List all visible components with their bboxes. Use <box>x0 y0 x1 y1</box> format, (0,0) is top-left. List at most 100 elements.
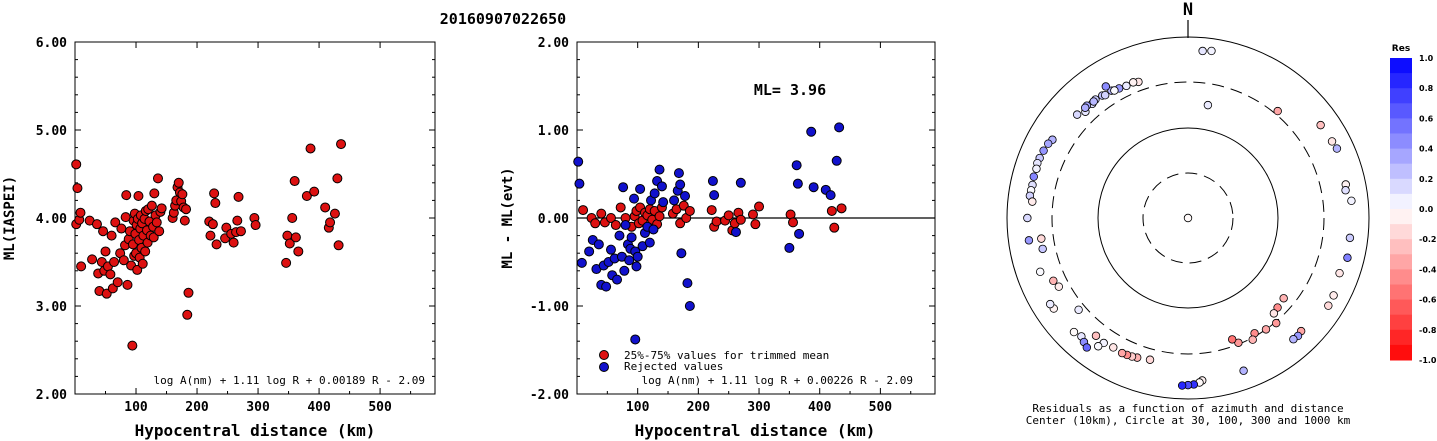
residual-point <box>1082 343 1092 352</box>
ml-point <box>233 191 244 202</box>
ml-point <box>301 191 312 201</box>
rejected-point <box>794 228 805 239</box>
circle-300km <box>1051 81 1325 355</box>
ml-point <box>177 189 188 200</box>
trimmed-point <box>826 205 837 216</box>
ml-point <box>250 220 261 231</box>
rejected-point <box>682 278 693 289</box>
rejected-point <box>624 255 635 266</box>
trimmed-point <box>684 205 695 216</box>
rejected-point <box>808 182 819 193</box>
rejected-point <box>676 248 687 259</box>
ml-point <box>179 215 190 226</box>
residual-point <box>1347 196 1356 206</box>
colorbar-swatch <box>1390 193 1412 210</box>
panel-residual-vs-distance: 100 200 300 400 500 -2.00 -1.00 0.00 1.00 2.00 ML… <box>500 36 936 440</box>
colorbar-swatch <box>1390 103 1412 119</box>
left-xtick-label: 500 <box>368 400 392 415</box>
ml-value-label: ML= 3.96 <box>754 81 826 99</box>
rejected-point <box>648 224 659 235</box>
trimmed-point <box>590 218 601 229</box>
rejected-point <box>593 239 604 250</box>
middle-xtick-label: 400 <box>808 400 832 415</box>
middle-ytick-label: 1.00 <box>538 124 569 139</box>
residual-point <box>1045 299 1055 309</box>
colorbar-swatch <box>1390 284 1412 301</box>
rejected-point <box>656 181 667 192</box>
colorbar-swatch <box>1390 224 1412 240</box>
rejected-point <box>573 156 584 167</box>
ml-point <box>152 173 163 184</box>
ml-point <box>336 139 347 150</box>
circle-30km <box>1142 172 1234 264</box>
rejected-point <box>675 179 686 190</box>
rejected-point <box>618 182 629 193</box>
residual-point <box>1072 110 1082 119</box>
ml-point <box>76 261 87 272</box>
residual-point <box>1023 213 1032 223</box>
residual-point <box>1207 46 1216 56</box>
left-ytick-label: 5.00 <box>36 124 67 139</box>
left-ytick-label: 2.00 <box>36 388 67 403</box>
panel-azimuth-residuals: N Residuals as a function of azimuth and… <box>1006 0 1370 427</box>
rejected-point <box>792 178 803 189</box>
ml-point <box>140 246 151 257</box>
middle-ytick-label: -2.00 <box>530 388 569 403</box>
rejected-point <box>629 193 640 204</box>
ml-point <box>71 159 82 170</box>
ml-point <box>284 238 295 249</box>
residual-point <box>1069 327 1079 337</box>
colorbar-title: Res <box>1392 44 1410 54</box>
rejected-point <box>630 334 641 345</box>
residual-point <box>1198 46 1207 56</box>
ml-point <box>228 237 239 248</box>
colorbar-swatch <box>1390 73 1412 89</box>
left-xtick-label: 400 <box>307 400 331 415</box>
trimmed-point <box>735 214 746 225</box>
ml-point <box>305 143 316 154</box>
rejected-point <box>635 183 646 194</box>
colorbar-swatch <box>1390 118 1412 134</box>
residual-point <box>1122 81 1131 91</box>
residual-point <box>1329 291 1338 300</box>
residual-point <box>1345 233 1355 243</box>
residual-point <box>1343 253 1352 262</box>
ml-point <box>205 230 216 241</box>
ml-point <box>146 200 157 211</box>
ml-point <box>127 340 138 351</box>
colorbar-swatches <box>1390 58 1412 361</box>
rejected-point <box>620 220 631 231</box>
figure-title: 20160907022650 <box>440 10 566 28</box>
rejected-point <box>605 244 616 255</box>
trimmed-point <box>754 201 765 212</box>
residual-point <box>1049 276 1058 285</box>
left-x-axis-label: Hypocentral distance (km) <box>135 421 376 440</box>
legend-marker-trimmed <box>599 350 609 360</box>
residual-point <box>1089 97 1098 106</box>
rejected-point <box>612 274 623 285</box>
circle-100km <box>1097 127 1279 309</box>
colorbar-tick-label: -0.6 <box>1419 296 1437 305</box>
ml-point <box>151 217 162 228</box>
trimmed-point <box>711 216 722 227</box>
colorbar-swatch <box>1390 329 1412 346</box>
ml-point <box>112 277 123 288</box>
rejected-point <box>654 164 665 175</box>
residual-point <box>1203 100 1213 110</box>
left-ytick-label: 6.00 <box>36 36 67 51</box>
left-xtick-label: 100 <box>124 400 148 415</box>
rejected-point <box>669 195 680 206</box>
residual-point <box>1183 213 1193 223</box>
ml-point <box>287 213 298 223</box>
residual-point <box>1316 120 1325 130</box>
middle-axis-ticks: 100 200 300 400 500 -2.00 -1.00 0.00 1.00 2.00 <box>530 36 935 415</box>
polar-data-points <box>1023 46 1356 390</box>
residual-point <box>1091 331 1101 340</box>
residual-point <box>1279 294 1288 303</box>
ml-point <box>290 232 301 243</box>
residual-point <box>1110 86 1119 95</box>
residual-point <box>1129 78 1138 87</box>
rejected-point <box>574 178 585 189</box>
ml-point <box>106 230 117 241</box>
panel-ml-vs-distance: 100 200 300 400 500 2.00 3.00 4.00 5.00 6.00 log … <box>2 36 436 440</box>
